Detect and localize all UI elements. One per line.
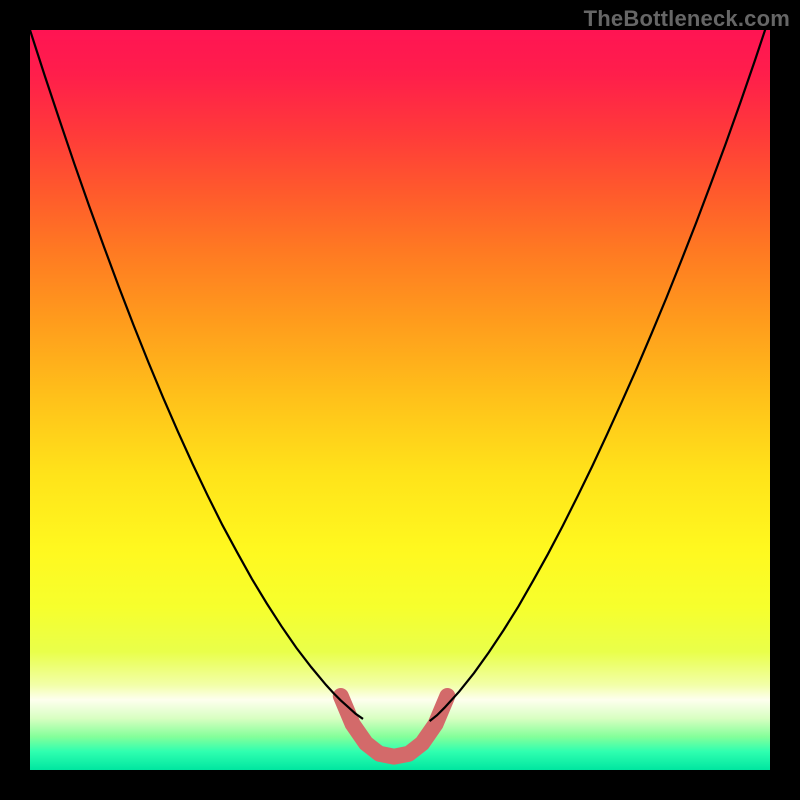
- chart-canvas: TheBottleneck.com: [0, 0, 800, 800]
- plot-svg: [0, 0, 800, 800]
- watermark-text: TheBottleneck.com: [584, 6, 790, 32]
- gradient-background: [30, 30, 770, 770]
